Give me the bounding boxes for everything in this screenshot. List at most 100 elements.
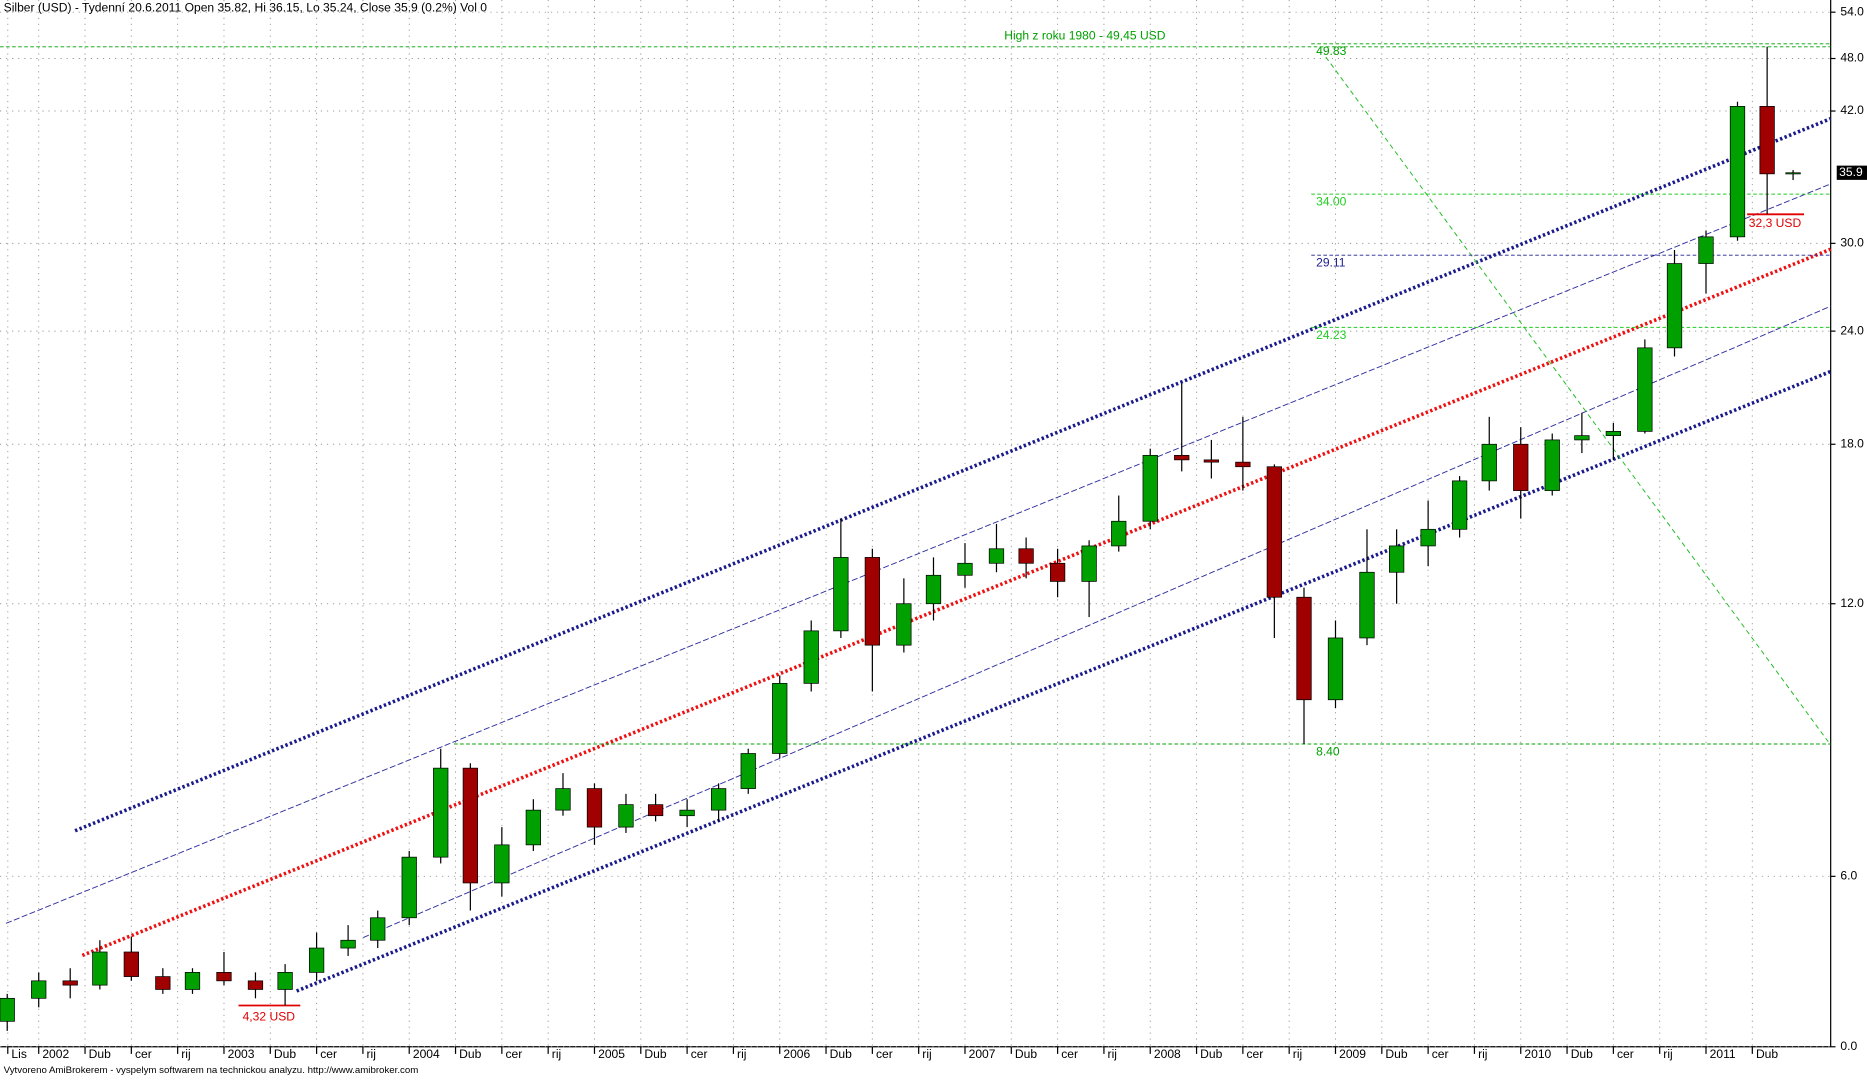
y-tick-label: 54.0: [1840, 4, 1864, 18]
trend-channels: [5, 56, 1832, 993]
x-tick-label: Dub: [1385, 1047, 1408, 1061]
y-tick-label: 12.0: [1840, 596, 1864, 610]
candle-body: [123, 951, 139, 977]
y-tick-label: 6.0: [1840, 869, 1857, 883]
x-tick-label: rij: [1108, 1047, 1117, 1061]
candle-body: [1142, 454, 1158, 522]
candle-body: [618, 804, 634, 828]
fib-label: 34.00: [1316, 195, 1347, 209]
candle-body: [184, 972, 201, 990]
candle-body: [277, 972, 293, 990]
candle-body: [433, 767, 449, 858]
candle-body: [925, 574, 942, 605]
x-tick-label: rij: [181, 1047, 190, 1061]
candle-body: [1266, 466, 1282, 598]
x-tick-label: Dub: [459, 1047, 482, 1061]
x-tick-label: cer: [1061, 1047, 1078, 1061]
candle-body: [1544, 439, 1560, 491]
x-tick-label: Dub: [89, 1047, 112, 1061]
candle-body: [1605, 431, 1622, 436]
candle-body: [1637, 347, 1653, 432]
candles: [0, 46, 1801, 1031]
candle-body: [370, 917, 386, 941]
candle-body: [957, 562, 973, 576]
candle-body: [864, 557, 880, 646]
x-tick-label: rij: [922, 1047, 931, 1061]
y-tick-label: 30.0: [1840, 236, 1864, 250]
x-tick-label: 2005: [598, 1047, 625, 1061]
annotation-label: 4,32 USD: [243, 1010, 296, 1024]
candle-body: [586, 788, 603, 828]
x-tick-label: Dub: [644, 1047, 667, 1061]
y-tick-label: 42.0: [1840, 103, 1864, 117]
last-price-box: [1836, 165, 1867, 180]
x-tick-label: Dub: [830, 1047, 853, 1061]
last-price-label: 35.9: [1839, 165, 1863, 179]
candle-body: [1327, 637, 1344, 701]
candle-body: [62, 980, 78, 986]
inner-channel: [5, 183, 1831, 924]
candle-body: [1049, 562, 1066, 582]
x-tick-label: rij: [552, 1047, 561, 1061]
candle-body: [679, 809, 695, 817]
y-tick-label: 0.0: [1840, 1039, 1857, 1053]
x-tick-label: 2009: [1339, 1047, 1366, 1061]
candle-body: [833, 557, 849, 632]
candle-body: [1420, 528, 1436, 547]
x-tick-label: 2010: [1524, 1047, 1551, 1061]
x-tick-label: 2008: [1154, 1047, 1181, 1061]
x-tick-label: 2006: [783, 1047, 810, 1061]
y-tick-label: 24.0: [1840, 323, 1864, 337]
footer-bg: [0, 1062, 1867, 1080]
x-tick-label: Dub: [1756, 1047, 1779, 1061]
fib-label: 29.11: [1316, 256, 1346, 270]
fib-label: 8.40: [1316, 745, 1340, 759]
candle-body: [1481, 443, 1497, 482]
candle-body: [1018, 548, 1034, 564]
y-tick-label: 18.0: [1840, 437, 1864, 451]
candle-body: [1174, 454, 1190, 461]
x-tick-label: Dub: [1015, 1047, 1038, 1061]
x-tick-label: cer: [505, 1047, 522, 1061]
x-tick-label: rij: [1293, 1047, 1302, 1061]
candle-body: [772, 683, 788, 754]
inner-channel: [363, 305, 1831, 939]
candle-body: [494, 844, 510, 884]
x-tick-label: 2007: [969, 1047, 996, 1061]
candle-body: [216, 972, 232, 982]
x-tick-label: 2004: [413, 1047, 440, 1061]
candle-body: [896, 603, 912, 646]
x-tick-label: cer: [691, 1047, 708, 1061]
candle-body: [740, 753, 756, 789]
chart-title: Silber (USD) - Tydenní 20.6.2011 Open 35…: [4, 1, 488, 15]
x-tick-label: Dub: [1571, 1047, 1594, 1061]
fib-label: 49.83: [1316, 44, 1347, 58]
candle-body: [647, 804, 664, 817]
x-tick-label: Dub: [1200, 1047, 1223, 1061]
candle-body: [1388, 545, 1405, 573]
x-tick-label: 2002: [42, 1047, 69, 1061]
lower-channel: [295, 369, 1832, 993]
annotation-label: High z roku 1980 - 49,45 USD: [1004, 28, 1166, 42]
candle-body: [1513, 443, 1529, 491]
candle-body: [1785, 172, 1801, 175]
upper-channel: [74, 117, 1832, 833]
candle-body: [0, 997, 15, 1022]
candle-body: [462, 767, 478, 884]
candle-body: [1203, 459, 1220, 463]
candle-body: [1081, 545, 1097, 582]
footer: Vytvoreno AmiBrokerem - vyspelym softwar…: [4, 1065, 419, 1076]
x-tick-label: rij: [737, 1047, 746, 1061]
candle-body: [988, 548, 1005, 564]
candle-body: [308, 947, 325, 973]
x-tick-label: rij: [367, 1047, 376, 1061]
x-tick-label: Dub: [274, 1047, 297, 1061]
candle-body: [1296, 596, 1312, 701]
x-tick-label: cer: [1246, 1047, 1263, 1061]
candle-body: [401, 856, 417, 919]
candle-body: [247, 980, 264, 990]
candle-body: [340, 939, 356, 949]
fib-label: 24.23: [1316, 328, 1347, 342]
